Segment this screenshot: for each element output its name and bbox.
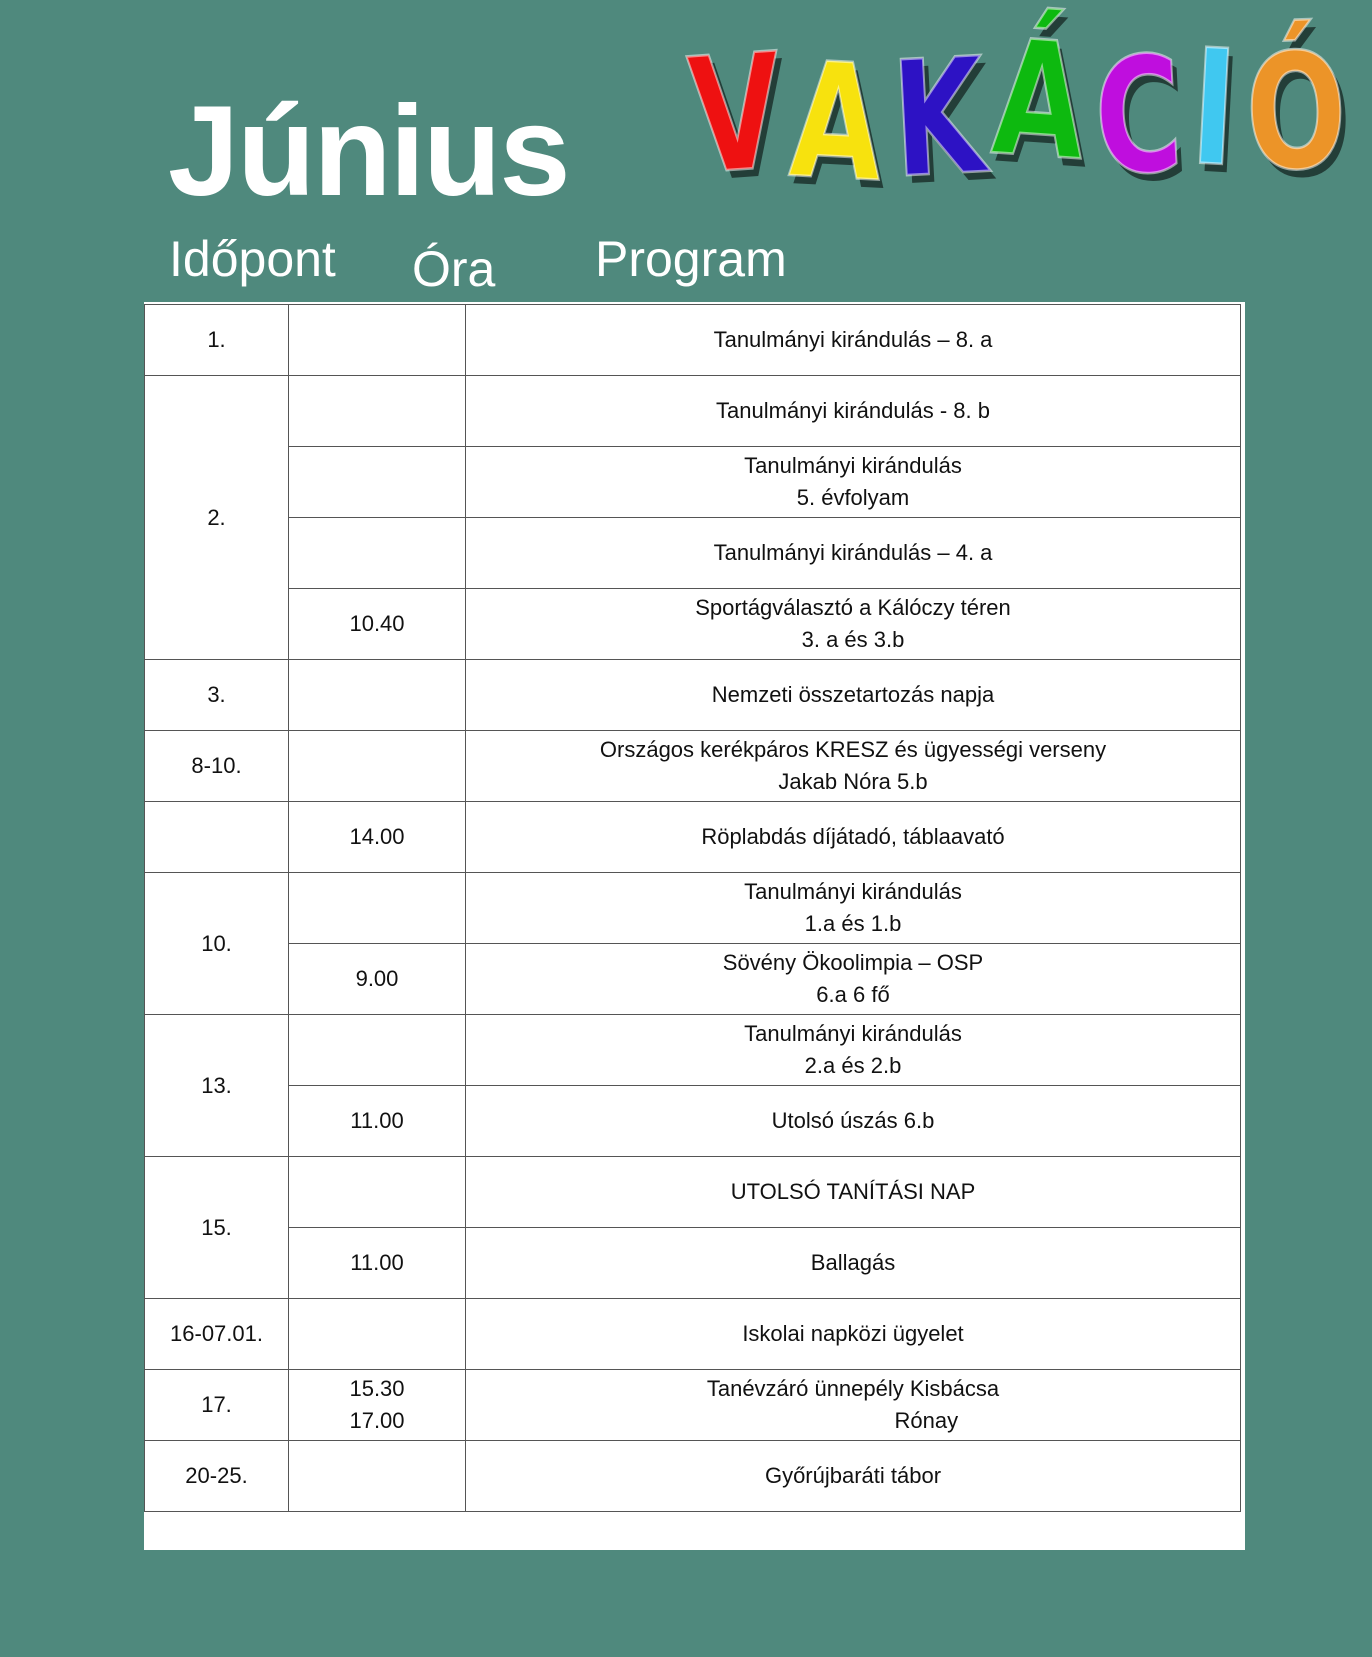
- logo-letter: I: [1186, 13, 1242, 204]
- schedule-table: 1. Tanulmányi kirándulás – 8. a 2. Tanulmán…: [144, 304, 1241, 1512]
- time-cell: [288, 730, 466, 802]
- time-cell: 11.00: [288, 1085, 466, 1157]
- logo-letter: K: [887, 21, 990, 214]
- time-cell: 11.00: [288, 1227, 466, 1299]
- date-cell: 3.: [144, 659, 289, 731]
- column-header-date: Időpont: [169, 231, 336, 287]
- table-row: 2. Tanulmányi kirándulás - 8. b: [144, 375, 1241, 660]
- time-cell: [288, 1014, 466, 1086]
- table-row: 10.40 Sportágválasztó a Kálóczy téren 3. …: [145, 588, 1241, 660]
- program-cell: Tanulmányi kirándulás 2.a és 2.b: [465, 1014, 1241, 1086]
- table-row: 11.00 Ballagás: [145, 1227, 1241, 1299]
- table-row: 8-10. Országos kerékpáros KRESZ és ügyess…: [144, 730, 1241, 802]
- date-cell: 16-07.01.: [144, 1298, 289, 1370]
- table-row: 10. Tanulmányi kirándulás 1.a és 1.b: [144, 872, 1241, 1015]
- table-row: 15. UTOLSÓ TANÍTÁSI NAP: [144, 1156, 1241, 1299]
- logo-letter: Ó: [1242, 16, 1351, 208]
- program-cell: Ballagás: [465, 1227, 1241, 1299]
- date-cell: 8-10.: [144, 730, 289, 802]
- program-cell: Sportágválasztó a Kálóczy téren 3. a és …: [465, 588, 1241, 660]
- table-row: 20-25. Győrújbaráti tábor: [144, 1440, 1241, 1512]
- time-cell: [288, 304, 466, 376]
- table-row: 17. 15.30 17.00 Tanévzáró ünnepély Kisbács…: [144, 1369, 1241, 1441]
- date-cell: 1.: [144, 304, 289, 376]
- table-row: 11.00 Utolsó úszás 6.b: [145, 1085, 1241, 1157]
- table-row: Tanulmányi kirándulás – 4. a: [145, 517, 1241, 589]
- time-cell: 9.00: [288, 943, 466, 1015]
- table-row: 14.00 Röplabdás díjátadó, táblaavató: [144, 801, 1241, 873]
- time-cell: 10.40: [288, 588, 466, 660]
- table-row: Tanulmányi kirándulás 5. évfolyam: [145, 446, 1241, 518]
- column-header-time: Óra: [412, 241, 496, 297]
- date-cell: 2.: [144, 375, 289, 660]
- program-cell: Iskolai napközi ügyelet: [465, 1298, 1241, 1370]
- logo-letter: C: [1089, 20, 1188, 213]
- time-cell: 14.00: [288, 801, 466, 873]
- program-cell: Tanulmányi kirándulás - 8. b: [465, 375, 1241, 447]
- program-cell: Röplabdás díjátadó, táblaavató: [465, 801, 1241, 873]
- time-cell: [288, 375, 466, 447]
- table-row: 16-07.01. Iskolai napközi ügyelet: [144, 1298, 1241, 1370]
- logo-letter: A: [785, 25, 888, 218]
- table-row: 3. Nemzeti összetartozás napja: [144, 659, 1241, 731]
- program-cell: Tanulmányi kirándulás – 8. a: [465, 304, 1241, 376]
- column-header-program: Program: [595, 231, 787, 287]
- time-cell: [288, 659, 466, 731]
- time-cell: [288, 1298, 466, 1370]
- program-cell: Sövény Ökoolimpia – OSP 6.a 6 fő: [465, 943, 1241, 1015]
- time-cell: [288, 446, 466, 518]
- date-cell: 15.: [144, 1156, 289, 1299]
- date-cell: 17.: [144, 1369, 289, 1441]
- program-cell: Nemzeti összetartozás napja: [465, 659, 1241, 731]
- time-cell: 15.30 17.00: [288, 1369, 466, 1441]
- program-cell: Tanévzáró ünnepély Kisbácsa Rónay: [465, 1369, 1241, 1441]
- time-cell: [288, 1440, 466, 1512]
- date-cell: [144, 801, 289, 873]
- table-row: 1. Tanulmányi kirándulás – 8. a: [144, 304, 1241, 376]
- program-cell: Tanulmányi kirándulás 5. évfolyam: [465, 446, 1241, 518]
- table-row: 13. Tanulmányi kirándulás 2.a és 2.b: [144, 1014, 1241, 1157]
- program-cell: UTOLSÓ TANÍTÁSI NAP: [465, 1156, 1241, 1228]
- program-cell: Tanulmányi kirándulás 1.a és 1.b: [465, 872, 1241, 944]
- date-cell: 10.: [144, 872, 289, 1015]
- logo-letter: V: [682, 17, 788, 212]
- date-cell: 20-25.: [144, 1440, 289, 1512]
- program-cell: Tanulmányi kirándulás – 4. a: [465, 517, 1241, 589]
- program-cell: Utolsó úszás 6.b: [465, 1085, 1241, 1157]
- time-cell: [288, 872, 466, 944]
- table-row: 9.00 Sövény Ökoolimpia – OSP 6.a 6 fő: [145, 943, 1241, 1015]
- time-cell: [288, 517, 466, 589]
- logo-letter: Á: [987, 3, 1093, 198]
- program-cell: Országos kerékpáros KRESZ és ügyességi v…: [465, 730, 1241, 802]
- date-cell: 13.: [144, 1014, 289, 1157]
- page-title: Június: [168, 80, 570, 223]
- time-cell: [288, 1156, 466, 1228]
- program-cell: Győrújbaráti tábor: [465, 1440, 1241, 1512]
